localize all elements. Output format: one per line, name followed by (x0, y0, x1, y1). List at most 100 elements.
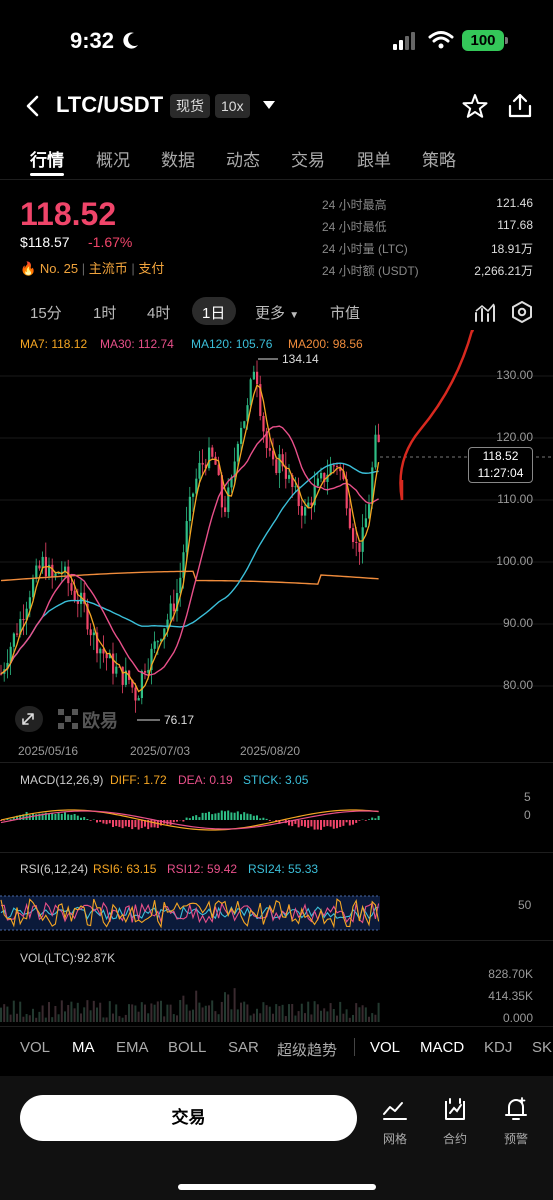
stat-value-turnover: 2,266.21万 (474, 264, 533, 278)
candle-body (304, 507, 307, 516)
macd-bar (236, 811, 239, 820)
contract-icon[interactable] (442, 1097, 468, 1123)
macd-bar (220, 810, 223, 820)
indicator-ema[interactable]: EMA (116, 1039, 149, 1056)
stat-value-high: 121.46 (496, 196, 533, 210)
indicator-supertrend[interactable]: 超级趋势 (277, 1042, 338, 1059)
tab-data[interactable]: 数据 (161, 151, 195, 170)
volume-bar (19, 1001, 22, 1022)
fullscreen-icon[interactable] (14, 705, 44, 733)
tab-feed[interactable]: 动态 (226, 151, 260, 170)
ma200-line (0, 570, 379, 585)
macd-divider (0, 762, 553, 763)
candle-body (76, 600, 79, 604)
macd-bar (300, 820, 303, 826)
macd-bar (99, 820, 102, 822)
category-mainstream[interactable]: 主流币 (88, 261, 128, 276)
indicator-ma[interactable]: MA (72, 1039, 95, 1056)
stat-value-low: 117.68 (497, 218, 533, 232)
tab-strategy[interactable]: 策略 (422, 151, 456, 170)
rsi-title: RSI(6,12,24) (20, 862, 89, 876)
indicator-chart-icon[interactable] (474, 301, 496, 323)
indicator-vol-sub[interactable]: VOL (370, 1039, 401, 1056)
volume-bar (25, 1014, 28, 1022)
vol-tick-mid: 414.35K (488, 989, 533, 1003)
macd-tick-5: 5 (524, 790, 531, 804)
alert-bell-icon[interactable] (503, 1096, 529, 1122)
leverage-tag: 10x (215, 94, 250, 118)
contract-label[interactable]: 合约 (442, 1132, 467, 1146)
candle-body (102, 648, 105, 654)
macd-bar (249, 814, 252, 820)
volume-bar (150, 1003, 153, 1022)
settings-hex-icon[interactable] (510, 300, 534, 324)
vol-tick-max: 828.70K (488, 967, 533, 981)
volume-bar (288, 1004, 290, 1022)
candle-body (99, 648, 102, 654)
volume-bar (300, 1003, 303, 1022)
period-market-cap[interactable]: 市值 (330, 305, 361, 322)
main-tabs (0, 140, 553, 180)
candle-body (278, 454, 281, 474)
grid-bot-icon[interactable] (382, 1099, 408, 1123)
volume-bar (185, 1004, 188, 1022)
macd-title: MACD(12,26,9) (20, 773, 104, 787)
candlestick-chart[interactable] (0, 330, 553, 742)
ma7-legend: MA7: 118.12 (20, 337, 88, 351)
period-1d[interactable]: 1日 (202, 305, 226, 322)
volume-bar (262, 1002, 265, 1022)
macd-bar (169, 820, 172, 825)
candle-body (342, 471, 345, 480)
period-more[interactable]: 更多 ▼ (255, 305, 300, 322)
candle-body (307, 502, 310, 508)
period-15m[interactable]: 15分 (30, 305, 62, 322)
volume-bar (323, 1008, 326, 1022)
share-icon[interactable] (507, 92, 533, 119)
macd-bar (230, 812, 233, 820)
alert-label[interactable]: 预警 (503, 1132, 528, 1146)
tab-trade[interactable]: 交易 (291, 151, 325, 170)
grid-label[interactable]: 网格 (382, 1132, 407, 1146)
ma7-line (0, 384, 380, 693)
period-1h[interactable]: 1时 (93, 305, 117, 322)
tab-market[interactable]: 行情 (30, 151, 64, 170)
tab-overview[interactable]: 概况 (96, 151, 130, 170)
macd-diff: DIFF: 1.72 (110, 773, 167, 787)
volume-bar (236, 1009, 239, 1022)
rsi24-legend: RSI24: 55.33 (248, 862, 319, 876)
volume-bar (355, 1003, 358, 1022)
candle-body (185, 521, 188, 553)
indicator-boll[interactable]: BOLL (168, 1039, 207, 1056)
indicator-macd[interactable]: MACD (420, 1039, 465, 1056)
macd-bar (105, 820, 108, 825)
volume-bar (96, 1007, 98, 1022)
caret-down-icon[interactable] (262, 100, 276, 110)
period-4h[interactable]: 4时 (147, 305, 171, 322)
indicator-sar[interactable]: SAR (228, 1039, 259, 1056)
macd-bar (256, 815, 258, 820)
star-icon[interactable] (462, 93, 488, 119)
macd-bar (102, 820, 105, 824)
trade-button[interactable]: 交易 (20, 1095, 357, 1141)
candle-body (54, 573, 57, 577)
macd-bar (316, 820, 319, 830)
volume-bar (352, 1014, 354, 1022)
candle-body (118, 666, 121, 668)
macd-bar (176, 820, 178, 822)
back-icon[interactable] (22, 94, 44, 118)
last-price-tag-value: 118.52 (482, 449, 519, 463)
y-tick-80: 80.00 (502, 678, 533, 692)
candle-body (176, 593, 179, 612)
tab-copy[interactable]: 跟单 (357, 151, 391, 170)
pair-title[interactable]: LTC/USDT (56, 92, 164, 117)
candle-body (300, 506, 303, 516)
indicator-skdj[interactable]: SK (532, 1039, 553, 1056)
candle-body (9, 646, 12, 663)
volume-bar (140, 1002, 143, 1022)
indicator-vol-main[interactable]: VOL (20, 1039, 51, 1056)
volume-bar (348, 1017, 351, 1022)
rank-label[interactable]: No. 25 (39, 261, 79, 276)
indicator-kdj[interactable]: KDJ (484, 1039, 513, 1056)
candle-body (134, 687, 137, 701)
category-payment[interactable]: 支付 (138, 261, 165, 276)
